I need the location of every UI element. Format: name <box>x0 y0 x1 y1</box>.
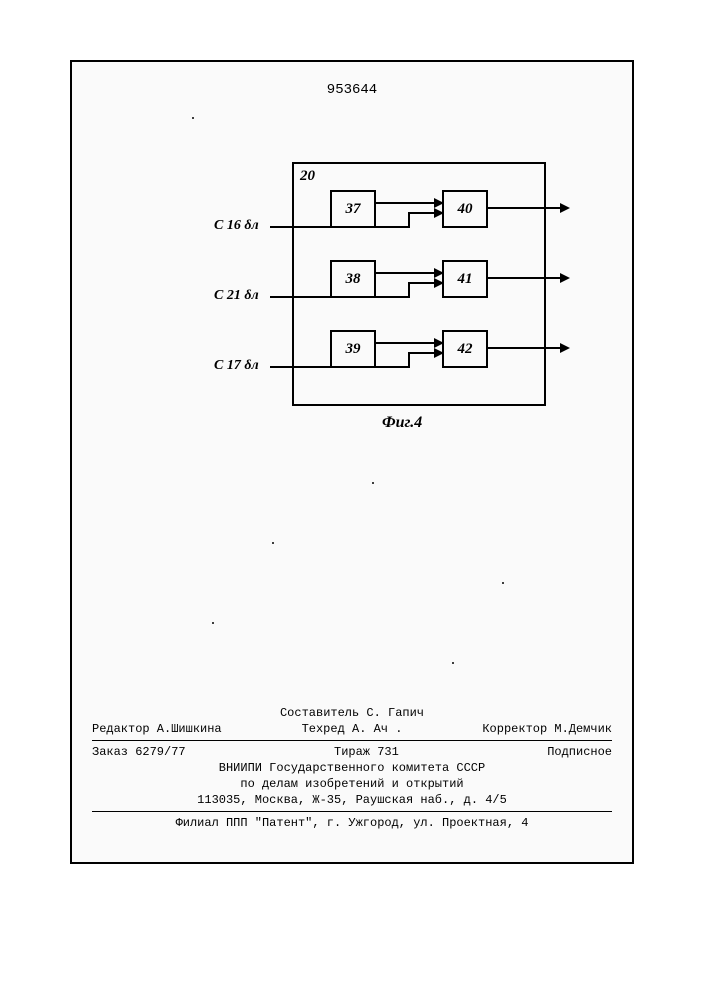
connector <box>486 347 562 349</box>
block-37: 37 <box>330 190 376 228</box>
org1-text: ВНИИПИ Государственного комитета СССР <box>92 761 612 775</box>
noise-dot <box>192 117 194 119</box>
footer-block: Составитель С. Гапич Редактор А.Шишкина … <box>92 704 612 832</box>
input-label-1: С 16 δл <box>214 218 259 234</box>
arrow-icon <box>434 208 444 218</box>
compiler-text: Составитель С. Гапич <box>92 706 612 720</box>
arrow-icon <box>560 203 570 213</box>
connector <box>270 296 410 298</box>
branch-text: Филиал ППП "Патент", г. Ужгород, ул. Про… <box>92 816 612 830</box>
connector <box>374 202 442 204</box>
block-42: 42 <box>442 330 488 368</box>
block-38: 38 <box>330 260 376 298</box>
connector <box>486 277 562 279</box>
input-label-3: С 17 δл <box>214 358 259 374</box>
divider <box>92 811 612 812</box>
noise-dot <box>272 542 274 544</box>
box-label-20: 20 <box>300 168 315 185</box>
input-label-2: С 21 δл <box>214 288 259 304</box>
tirage-text: Тираж 731 <box>334 745 399 759</box>
divider <box>92 740 612 741</box>
arrow-icon <box>434 278 444 288</box>
order-text: Заказ 6279/77 <box>92 745 186 759</box>
corrector-text: Корректор М.Демчик <box>482 722 612 736</box>
connector <box>270 226 410 228</box>
connector <box>486 207 562 209</box>
block-40: 40 <box>442 190 488 228</box>
connector <box>408 352 410 368</box>
subscription-text: Подписное <box>547 745 612 759</box>
connector <box>408 282 410 298</box>
arrow-icon <box>560 343 570 353</box>
arrow-icon <box>434 348 444 358</box>
techred-text: Техред А. Ач . <box>302 722 403 736</box>
figure-label: Фиг.4 <box>382 414 422 432</box>
editor-text: Редактор А.Шишкина <box>92 722 222 736</box>
block-diagram: 20 37 40 С 16 δл 38 41 С 21 δл 39 42 С 1… <box>222 162 572 442</box>
connector <box>270 366 410 368</box>
noise-dot <box>452 662 454 664</box>
arrow-icon <box>434 338 444 348</box>
connector <box>408 212 410 228</box>
arrow-icon <box>434 268 444 278</box>
block-41: 41 <box>442 260 488 298</box>
address1-text: 113035, Москва, Ж-35, Раушская наб., д. … <box>92 793 612 807</box>
page-frame: 953644 20 37 40 С 16 δл 38 41 С 21 δл 39… <box>70 60 634 864</box>
connector <box>374 342 442 344</box>
block-39: 39 <box>330 330 376 368</box>
org2-text: по делам изобретений и открытий <box>92 777 612 791</box>
patent-number: 953644 <box>327 82 377 98</box>
order-row: Заказ 6279/77 Тираж 731 Подписное <box>92 745 612 759</box>
arrow-icon <box>434 198 444 208</box>
noise-dot <box>212 622 214 624</box>
credits-row: Редактор А.Шишкина Техред А. Ач . Коррек… <box>92 722 612 736</box>
noise-dot <box>502 582 504 584</box>
noise-dot <box>372 482 374 484</box>
arrow-icon <box>560 273 570 283</box>
connector <box>374 272 442 274</box>
